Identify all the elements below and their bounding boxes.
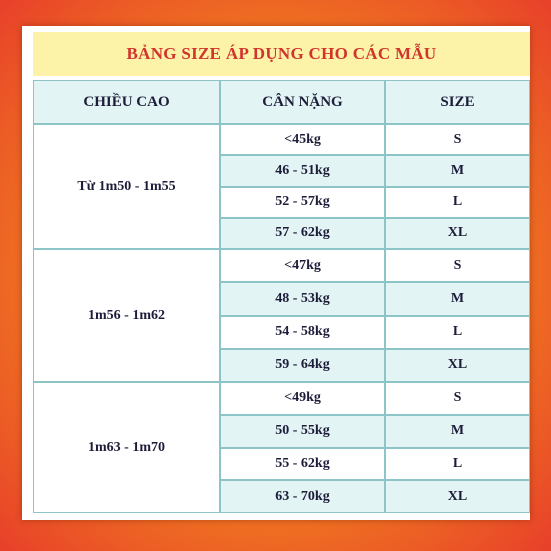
size-cell: S [385,382,530,415]
weight-cell: 54 - 58kg [220,315,385,349]
height-cell: 1m63 - 1m70 [33,382,220,513]
weight-cell: <49kg [220,382,385,415]
size-cell: L [385,186,530,218]
size-cell: S [385,249,530,283]
header-cell: SIZE [385,80,530,124]
weight-cell: 57 - 62kg [220,217,385,249]
weight-cell: 48 - 53kg [220,282,385,316]
size-cell: M [385,282,530,316]
size-cell: XL [385,348,530,382]
weight-cell: 63 - 70kg [220,480,385,513]
size-cell: L [385,315,530,349]
weight-cell: 46 - 51kg [220,155,385,187]
weight-cell: <47kg [220,249,385,283]
header-cell: CHIỀU CAO [33,80,220,124]
weight-cell: 59 - 64kg [220,348,385,382]
size-cell: L [385,447,530,481]
weight-cell: 50 - 55kg [220,414,385,448]
weight-cell: 52 - 57kg [220,186,385,218]
header-cell: CÂN NẶNG [220,80,385,124]
height-cell: 1m56 - 1m62 [33,249,220,382]
size-cell: S [385,124,530,156]
size-cell: M [385,414,530,448]
title: BẢNG SIZE ÁP DỤNG CHO CÁC MẪU [33,32,530,76]
weight-cell: <45kg [220,124,385,156]
size-cell: XL [385,480,530,513]
size-cell: XL [385,217,530,249]
height-cell: Từ 1m50 - 1m55 [33,124,220,249]
weight-cell: 55 - 62kg [220,447,385,481]
size-cell: M [385,155,530,187]
